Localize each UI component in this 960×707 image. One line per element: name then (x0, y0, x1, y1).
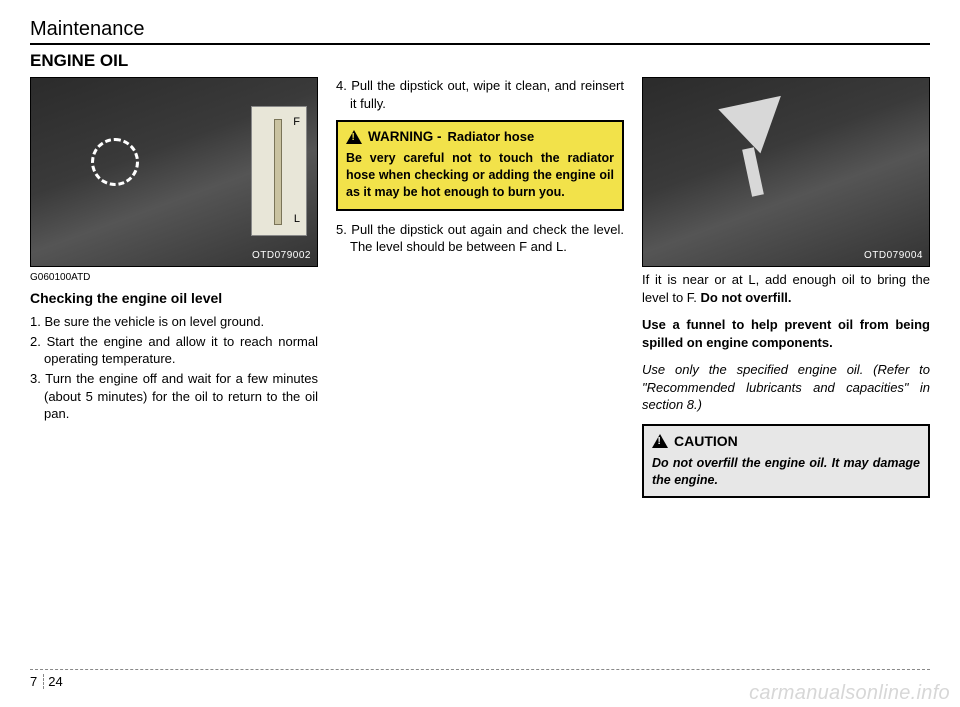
step-3: 3. Turn the engine off and wait for a fe… (30, 370, 318, 423)
dipstick-highlight-circle (91, 138, 139, 186)
step-5: 5. Pull the dipstick out again and check… (336, 221, 624, 256)
warning-title: WARNING - (368, 128, 442, 146)
photo-code-1: OTD079002 (252, 249, 311, 263)
photo-dipstick: OTD079002 (30, 77, 318, 267)
column-3: OTD079004 If it is near or at L, add eno… (642, 77, 930, 498)
warning-subtitle: Radiator hose (448, 128, 535, 146)
caution-icon (652, 434, 668, 448)
caution-box: CAUTION Do not overfill the engine oil. … (642, 424, 930, 499)
section-title: Maintenance (30, 18, 930, 45)
page-heading: ENGINE OIL (30, 51, 930, 71)
caution-title-row: CAUTION (652, 432, 920, 451)
photo-code-2: OTD079004 (864, 249, 923, 263)
warning-icon (346, 130, 362, 144)
do-not-overfill: Do not overfill. (701, 290, 792, 305)
ref-code: G060100ATD (30, 271, 318, 285)
column-2: 4. Pull the dipstick out, wipe it clean,… (336, 77, 624, 498)
para-funnel: Use a funnel to help prevent oil from be… (642, 316, 930, 351)
step-2: 2. Start the engine and allow it to reac… (30, 333, 318, 368)
subheading-check-oil: Checking the engine oil level (30, 289, 318, 308)
step-1: 1. Be sure the vehicle is on level groun… (30, 313, 318, 331)
photo-funnel: OTD079004 (642, 77, 930, 267)
content-columns: OTD079002 G060100ATD Checking the engine… (30, 77, 930, 498)
para-add-oil: If it is near or at L, add enough oil to… (642, 271, 930, 306)
dipstick-inset (251, 106, 307, 236)
funnel-shape (718, 96, 791, 160)
column-1: OTD079002 G060100ATD Checking the engine… (30, 77, 318, 498)
dipstick-gauge (274, 119, 282, 225)
warning-text: Be very careful not to touch the radiato… (346, 150, 614, 201)
warning-title-row: WARNING - Radiator hose (346, 128, 614, 146)
chapter-number: 7 (30, 674, 44, 689)
page-number: 24 (48, 674, 62, 689)
watermark: carmanualsonline.info (749, 682, 950, 705)
step-4: 4. Pull the dipstick out, wipe it clean,… (336, 77, 624, 112)
warning-box: WARNING - Radiator hose Be very careful … (336, 120, 624, 211)
funnel-spout (742, 147, 764, 196)
para-specified-oil: Use only the specified engine oil. (Refe… (642, 361, 930, 414)
caution-title: CAUTION (674, 432, 738, 451)
caution-text: Do not overfill the engine oil. It may d… (652, 455, 920, 489)
